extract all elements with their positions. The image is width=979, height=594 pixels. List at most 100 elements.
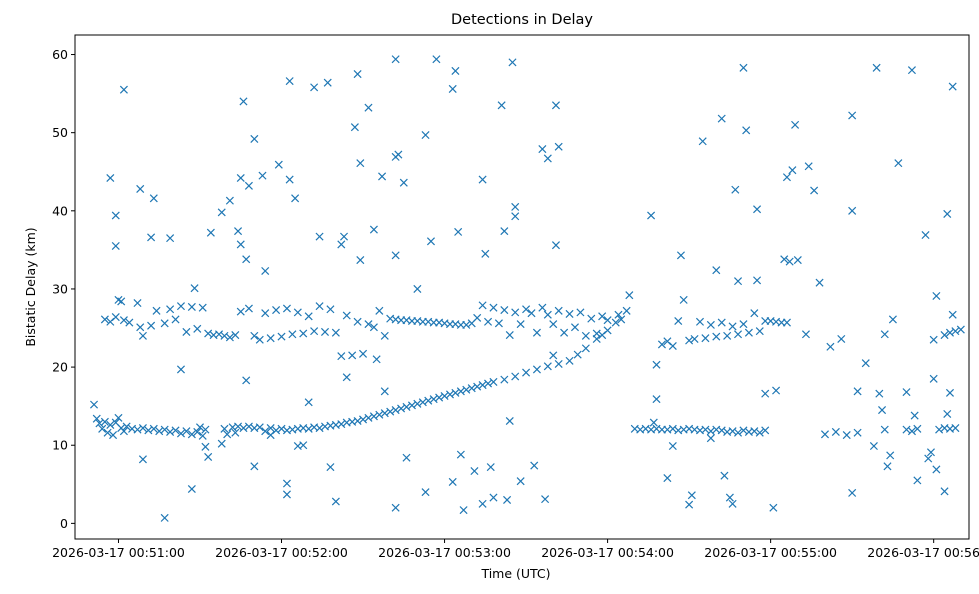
data-point	[943, 209, 952, 218]
data-point	[554, 142, 563, 151]
data-point	[299, 441, 308, 450]
data-point	[375, 306, 384, 315]
data-point	[880, 330, 889, 339]
data-point	[943, 409, 952, 419]
data-point	[315, 232, 324, 241]
data-point	[136, 323, 145, 332]
data-point	[103, 428, 112, 437]
data-point	[348, 351, 357, 360]
data-point	[820, 430, 830, 439]
data-point	[720, 471, 729, 480]
data-point	[625, 291, 634, 300]
data-point	[359, 349, 368, 358]
data-point	[282, 479, 291, 488]
data-point	[573, 350, 582, 359]
data-point	[581, 331, 590, 340]
data-point	[853, 387, 862, 396]
x-tick-label: 2026-03-17 00:55:00	[704, 545, 837, 560]
data-point	[731, 185, 740, 194]
y-tick-label: 0	[60, 516, 68, 531]
data-point	[543, 154, 552, 163]
data-point	[369, 225, 378, 234]
data-point	[921, 231, 930, 240]
data-point	[837, 334, 846, 343]
data-point	[239, 424, 248, 433]
data-point	[111, 241, 120, 251]
data-point	[421, 130, 430, 140]
x-tick-label: 2026-03-17 00:51:00	[52, 545, 185, 560]
data-point	[456, 450, 465, 459]
data-point	[489, 377, 498, 386]
data-point	[315, 302, 324, 311]
data-point	[913, 424, 922, 433]
data-point	[894, 159, 903, 168]
data-point	[339, 232, 349, 241]
data-point	[225, 333, 234, 342]
data-point	[780, 255, 789, 264]
data-point	[451, 388, 460, 397]
data-point	[394, 150, 403, 159]
data-point	[380, 331, 389, 340]
data-point	[198, 431, 207, 440]
data-point	[440, 391, 449, 401]
data-point	[541, 495, 550, 504]
data-point	[549, 320, 558, 329]
data-point	[255, 423, 264, 432]
data-point	[734, 277, 743, 286]
data-point	[138, 331, 147, 340]
data-point	[685, 336, 694, 345]
data-point	[565, 356, 574, 365]
data-point	[717, 318, 726, 327]
data-point	[266, 431, 275, 440]
data-point	[565, 309, 574, 318]
data-point	[149, 194, 158, 203]
data-point	[462, 385, 471, 394]
data-point	[106, 173, 115, 183]
data-point	[467, 384, 476, 393]
data-point	[761, 389, 770, 398]
x-axis: 2026-03-17 00:51:00 2026-03-17 00:52:00 20…	[52, 539, 979, 560]
data-point	[187, 484, 196, 494]
data-point	[198, 303, 207, 312]
data-point	[160, 425, 169, 434]
data-point	[195, 423, 205, 432]
data-point	[712, 332, 721, 341]
data-point	[530, 461, 539, 470]
data-point	[842, 431, 851, 440]
data-point	[337, 240, 346, 249]
data-point	[769, 503, 778, 512]
data-point	[742, 126, 751, 135]
data-point	[326, 305, 335, 314]
data-point	[522, 368, 531, 377]
data-point	[114, 413, 123, 422]
data-point	[875, 389, 884, 398]
data-point	[231, 331, 240, 340]
data-point	[652, 395, 661, 404]
data-point	[122, 422, 131, 431]
data-point	[236, 173, 245, 183]
data-point	[356, 256, 365, 265]
data-point	[888, 315, 897, 324]
data-point	[549, 351, 558, 360]
data-point	[948, 82, 957, 91]
data-point	[119, 85, 128, 94]
data-point	[652, 360, 661, 369]
data-point	[282, 490, 291, 499]
data-point	[391, 251, 400, 260]
data-point	[454, 227, 463, 236]
data-point	[494, 319, 503, 328]
data-point	[310, 327, 319, 336]
data-point	[511, 372, 520, 381]
data-point	[136, 184, 145, 193]
data-point	[782, 318, 791, 327]
data-point	[505, 416, 514, 426]
data-point	[171, 315, 180, 324]
data-point	[147, 321, 156, 330]
data-point	[244, 181, 253, 190]
data-point	[234, 227, 243, 236]
data-point	[413, 284, 422, 293]
y-tick-label: 50	[52, 125, 68, 140]
data-point	[511, 202, 520, 211]
data-point	[761, 426, 770, 435]
